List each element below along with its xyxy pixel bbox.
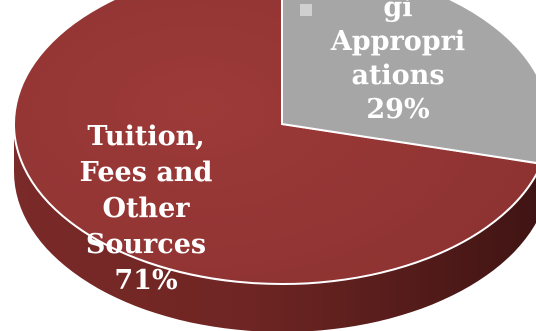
pie-slice-appropriations xyxy=(281,0,536,164)
slice-label-line: Sources xyxy=(86,229,206,260)
labels-layer: Tuition, Fees and Other Sources 71% gi Appropr… xyxy=(80,0,465,296)
slice-label-line: gi xyxy=(383,0,412,23)
slice-label-line: Fees and xyxy=(80,157,213,188)
slice-label-line: Other xyxy=(102,193,190,224)
slice-label-line: Appropri xyxy=(330,26,465,57)
slice-label-appropriations: gi Appropri ations 29% xyxy=(330,0,465,125)
slice-side-0 xyxy=(14,124,536,331)
slice-label-line: 71% xyxy=(114,265,177,296)
legend-marker xyxy=(300,4,312,16)
slice-label-line: Tuition, xyxy=(87,121,204,152)
slice-label-line: ations xyxy=(351,60,444,91)
slice-label-line: 29% xyxy=(366,94,429,125)
slices-layer xyxy=(13,0,536,331)
pie-slice-tuition xyxy=(13,0,536,285)
slice-label-tuition: Tuition, Fees and Other Sources 71% xyxy=(80,121,213,296)
